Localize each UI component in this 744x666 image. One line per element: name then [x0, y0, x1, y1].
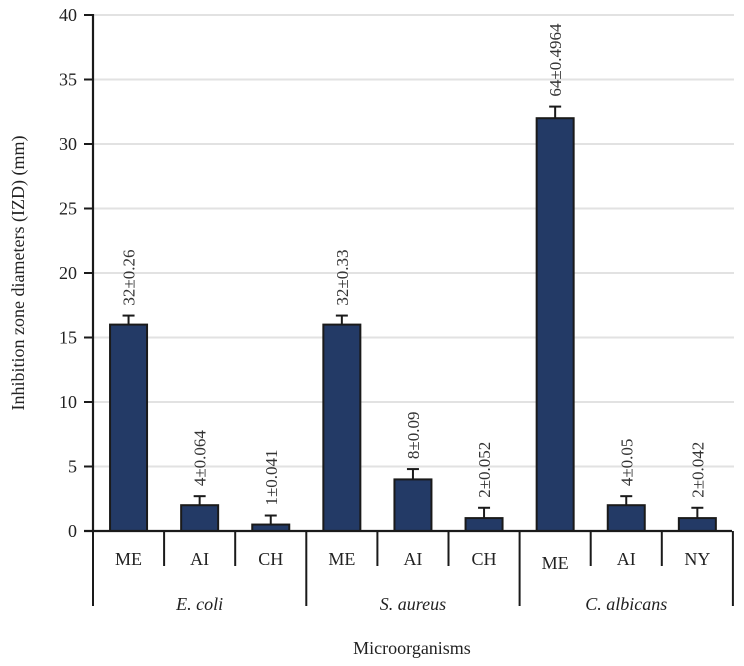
x-tick-label: AI — [190, 549, 209, 569]
y-tick-label: 25 — [59, 199, 77, 219]
x-tick-label: AI — [403, 549, 422, 569]
data-label: 8±0.09 — [404, 411, 423, 459]
data-label: 4±0.05 — [617, 439, 636, 487]
labels: 0 5 10 15 20 25 30 35 40 32±0.26 ME 4±0.064 AI 1±0.04… — [59, 5, 710, 614]
y-tick-label: 30 — [59, 134, 77, 154]
y-tick-label: 40 — [59, 5, 77, 25]
y-tick-label: 0 — [68, 521, 77, 541]
data-label: 2±0.052 — [475, 442, 494, 498]
y-tick-label: 35 — [59, 70, 77, 90]
bar — [322, 323, 362, 532]
data-label: 4±0.064 — [191, 430, 210, 487]
data-label: 64±0.4964 — [546, 23, 565, 97]
data-label: 1±0.041 — [262, 449, 281, 505]
x-tick-label: AI — [617, 549, 636, 569]
group-label: S. aureus — [380, 594, 446, 614]
bar — [677, 517, 717, 532]
x-axis-title: Microorganisms — [353, 638, 471, 658]
bar — [180, 504, 220, 533]
bars — [109, 105, 717, 533]
y-tick-label: 15 — [59, 328, 77, 348]
gridlines — [93, 14, 734, 468]
x-tick-label: CH — [472, 549, 497, 569]
x-tick-label: ME — [115, 549, 142, 569]
x-tick-label: ME — [328, 549, 355, 569]
y-axis-title: Inhibition zone diameters (IZD) (mm) — [8, 136, 29, 411]
data-label: 32±0.26 — [120, 249, 139, 305]
x-tick-label: CH — [258, 549, 283, 569]
bar — [393, 478, 433, 532]
x-tick-label: ME — [542, 553, 569, 573]
bar — [606, 504, 646, 533]
y-tick-label: 5 — [68, 457, 77, 477]
y-tick-label: 10 — [59, 392, 77, 412]
x-tick-label: NY — [684, 549, 710, 569]
bar — [535, 117, 575, 532]
axes — [84, 14, 734, 606]
y-tick-label: 20 — [59, 263, 77, 283]
group-label: E. coli — [175, 594, 223, 614]
group-label: C. albicans — [585, 594, 667, 614]
bar — [464, 517, 504, 532]
data-label: 32±0.33 — [333, 249, 352, 305]
bar — [109, 323, 149, 532]
data-label: 2±0.042 — [688, 442, 707, 498]
